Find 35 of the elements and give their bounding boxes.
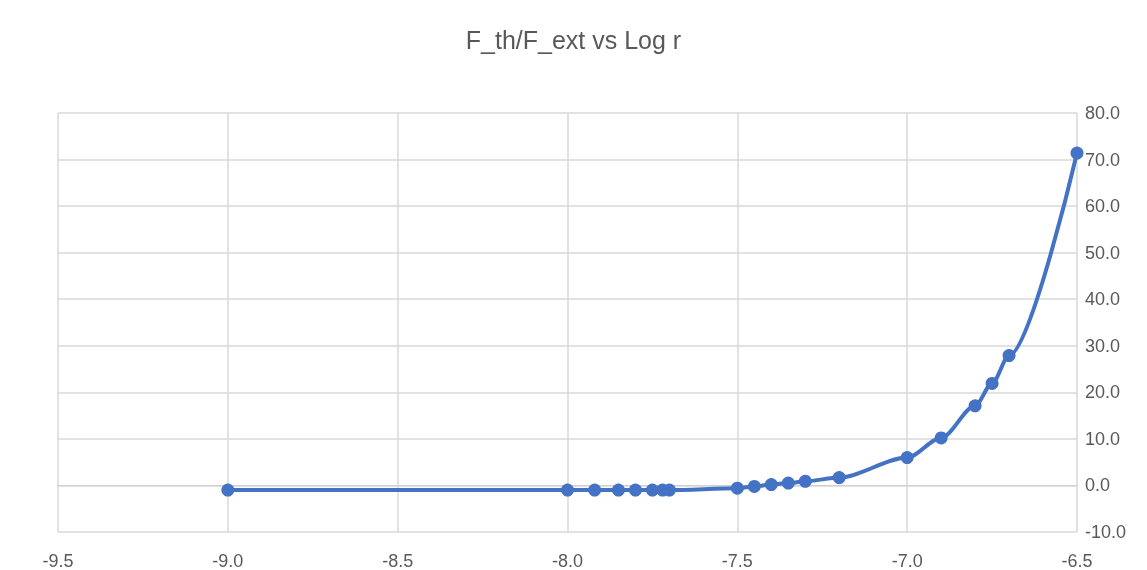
y-tick-label: 70.0 [1085,149,1121,170]
x-tick-label: -8.5 [382,551,414,570]
x-tick-label: -6.5 [1061,551,1093,570]
point [985,376,999,390]
x-tick-label: -7.0 [891,551,923,570]
point [900,451,914,465]
point [588,483,602,497]
point [764,478,778,492]
point [968,399,982,413]
point [934,431,948,445]
point [611,483,625,497]
point [832,471,846,485]
point [730,481,744,495]
x-tick-label: -9.0 [212,551,244,570]
y-tick-label: 50.0 [1085,242,1121,263]
y-tick-label: 60.0 [1085,196,1121,217]
point [747,479,761,493]
y-tick-label: 10.0 [1085,428,1121,449]
x-tick-label: -8.0 [551,551,584,570]
chart-title: F_th/F_ext vs Log r [465,25,682,54]
x-tick-label: -9.5 [42,551,74,570]
point [1070,146,1084,160]
point [221,483,235,497]
point [628,483,642,497]
y-tick-label: -10.0 [1085,522,1127,542]
point [1002,349,1016,363]
x-tick-label: -7.5 [721,551,753,570]
point [781,476,795,490]
y-tick-label: 80.0 [1085,103,1121,123]
point [798,474,812,488]
y-tick-label: 30.0 [1085,335,1121,356]
y-tick-label: 20.0 [1085,382,1121,403]
y-tick-label: 40.0 [1085,289,1121,310]
point [561,483,574,497]
y-tick-label: 0.0 [1085,475,1111,496]
